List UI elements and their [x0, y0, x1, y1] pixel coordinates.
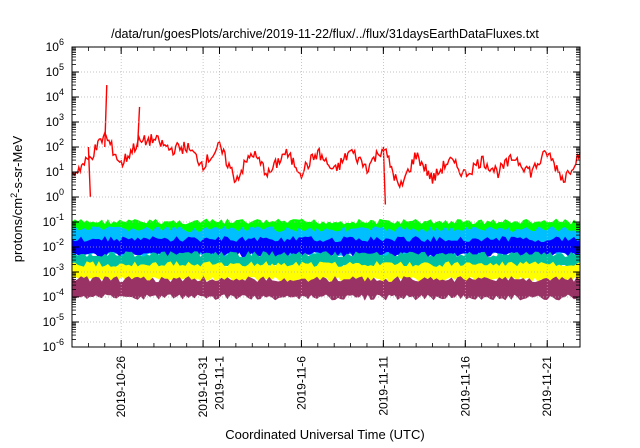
axis-ticks: 10-6 10-5 10-4 10-3 10-2 10-1 100 101 102 103 104 1…: [43, 37, 581, 418]
x-tick-label: 2019-11-1: [212, 356, 226, 410]
y-tick-label: 10-4: [43, 287, 64, 304]
x-tick-label: 2019-11-6: [294, 356, 308, 410]
y-tick-label: 10-2: [43, 237, 64, 254]
chart-title: /data/run/goesPlots/archive/2019-11-22/f…: [111, 27, 539, 41]
series-spike: [87, 146, 92, 198]
x-tick-label: 2019-11-21: [540, 356, 554, 417]
y-axis-title: protons/cm2-s-sr-MeV: [9, 135, 25, 262]
x-tick-label: 2019-10-31: [196, 356, 210, 418]
y-tick-label: 100: [46, 187, 64, 204]
y-tick-label: 101: [46, 162, 64, 179]
x-tick-label: 2019-11-16: [458, 356, 472, 417]
x-tick-label: 2019-10-26: [114, 356, 128, 418]
plot-frame: [71, 46, 581, 348]
y-tick-label: 106: [46, 37, 64, 54]
y-tick-label: 103: [46, 112, 64, 129]
series-spike: [104, 85, 108, 148]
series-spike: [136, 106, 141, 148]
y-tick-label: 10-1: [43, 212, 64, 229]
x-axis-title: Coordinated Universal Time (UTC): [225, 427, 424, 442]
x-tick-label: 2019-11-11: [376, 356, 390, 416]
y-tick-label: 105: [46, 62, 64, 79]
y-tick-label: 104: [46, 87, 64, 104]
series-spike: [382, 146, 387, 205]
y-tick-label: 10-6: [43, 337, 64, 354]
y-tick-label: 102: [46, 137, 64, 154]
plot-grid: [72, 46, 580, 348]
y-tick-label: 10-3: [43, 262, 64, 279]
series-line: [71, 130, 581, 190]
y-tick-label: 10-5: [43, 312, 64, 329]
plot-series: [71, 85, 581, 301]
